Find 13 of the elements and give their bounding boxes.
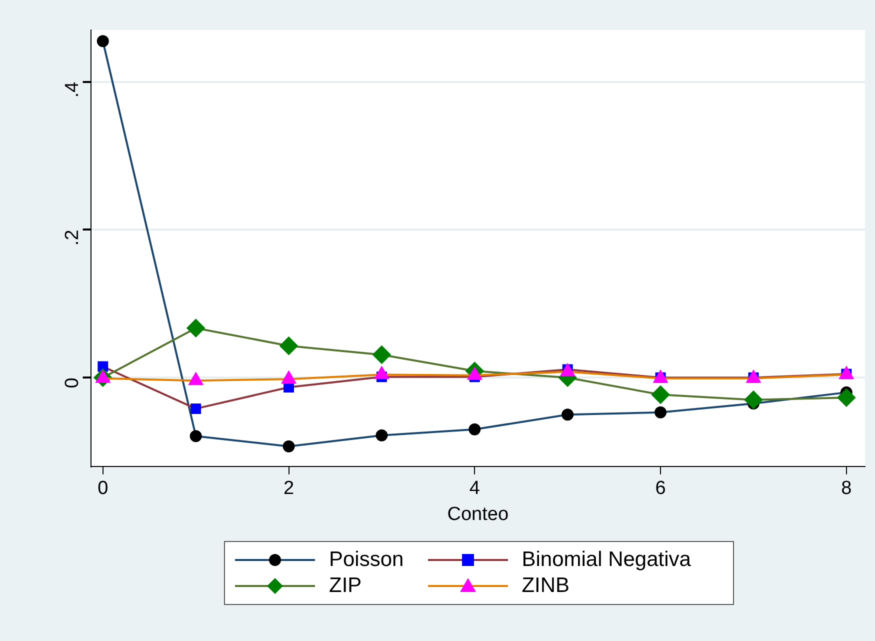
legend-label: Binomial Negativa <box>522 548 691 572</box>
x-tick-label: 0 <box>98 478 108 500</box>
x-axis-title: Conteo <box>447 504 509 525</box>
y-tick-label: 0 <box>62 378 84 388</box>
x-tick-label: 6 <box>655 478 666 500</box>
legend-label: ZINB <box>522 574 570 598</box>
y-tick-label: .4 <box>62 81 84 98</box>
x-tick-label: 4 <box>469 478 480 500</box>
y-tick-label: .2 <box>62 230 84 246</box>
x-tick-label: 8 <box>841 478 852 500</box>
x-tick-label: 2 <box>283 478 294 500</box>
legend-label: Poisson <box>329 548 404 572</box>
legend-label: ZIP <box>329 574 362 598</box>
